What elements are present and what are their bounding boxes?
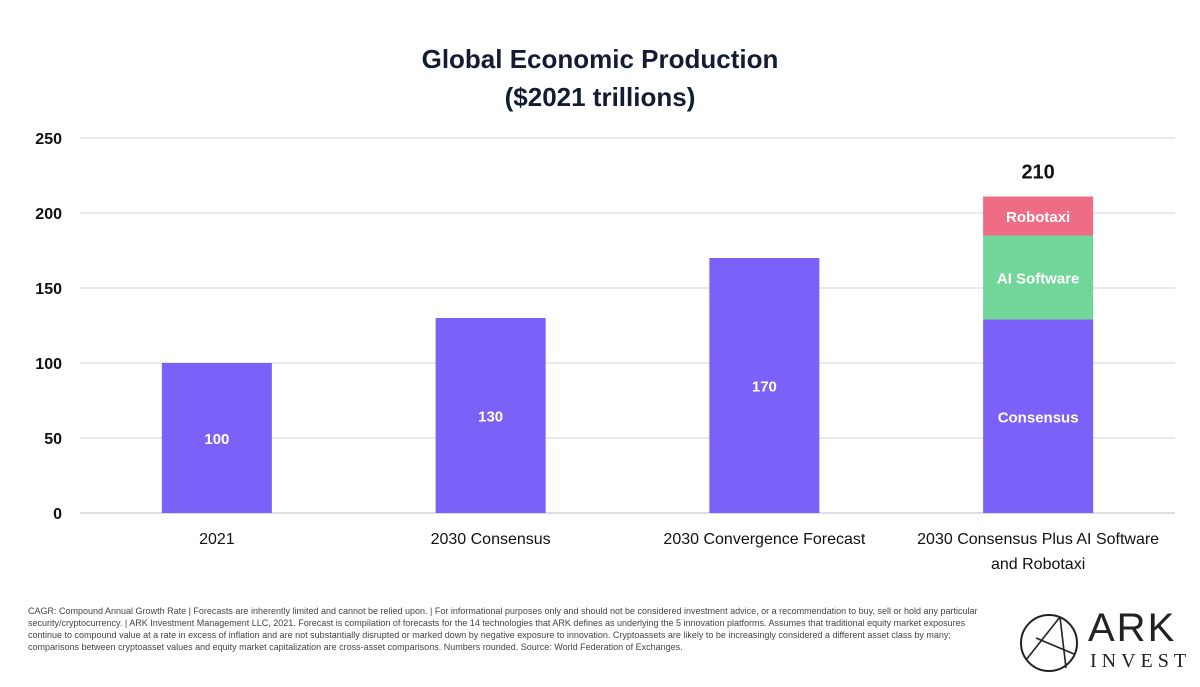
bar-chart: 0 50 100 150 200 250 100 2021 130 2030 Consensus 1… bbox=[35, 131, 1175, 573]
data-label: AI Software bbox=[997, 271, 1080, 288]
data-label: 100 bbox=[204, 431, 229, 448]
x-tick-label: 2030 Convergence Forecast bbox=[663, 531, 865, 548]
data-label: 170 bbox=[752, 379, 777, 396]
y-tick-label: 150 bbox=[35, 281, 62, 298]
logo-text-invest: INVEST bbox=[1090, 650, 1192, 672]
bar-segment bbox=[709, 258, 820, 513]
data-label: 130 bbox=[478, 409, 503, 426]
x-tick-label: 2030 Consensus Plus AI Software bbox=[917, 531, 1159, 548]
total-label: 210 bbox=[1021, 162, 1054, 184]
data-label: Consensus bbox=[998, 409, 1079, 426]
x-tick-label: 2021 bbox=[199, 531, 235, 548]
chart-title-line-1: Global Economic Production bbox=[421, 44, 779, 74]
ark-invest-logo: ARK INVEST bbox=[1016, 606, 1186, 680]
y-tick-label: 50 bbox=[44, 431, 62, 448]
chart-title-line-2: ($2021 trillions) bbox=[504, 82, 696, 112]
bar-segment bbox=[983, 319, 1094, 513]
ark-logo-icon bbox=[1020, 614, 1078, 672]
bar-segment bbox=[983, 196, 1094, 236]
x-tick-label: 2030 Consensus bbox=[431, 531, 551, 548]
y-tick-label: 250 bbox=[35, 131, 62, 148]
y-tick-label: 100 bbox=[35, 356, 62, 373]
bar-segment bbox=[435, 318, 546, 513]
bar-segment bbox=[983, 235, 1094, 320]
footer-disclaimer: CAGR: Compound Annual Growth Rate | Fore… bbox=[28, 606, 978, 652]
y-tick-label: 0 bbox=[53, 506, 62, 523]
logo-text-ark: ARK bbox=[1088, 606, 1177, 650]
x-tick-label: and Robotaxi bbox=[991, 556, 1085, 573]
y-tick-label: 200 bbox=[35, 206, 62, 223]
chart-title: Global Economic Production ($2021 trilli… bbox=[0, 40, 1200, 116]
data-label: Robotaxi bbox=[1006, 209, 1070, 226]
bar-segment bbox=[161, 363, 272, 513]
